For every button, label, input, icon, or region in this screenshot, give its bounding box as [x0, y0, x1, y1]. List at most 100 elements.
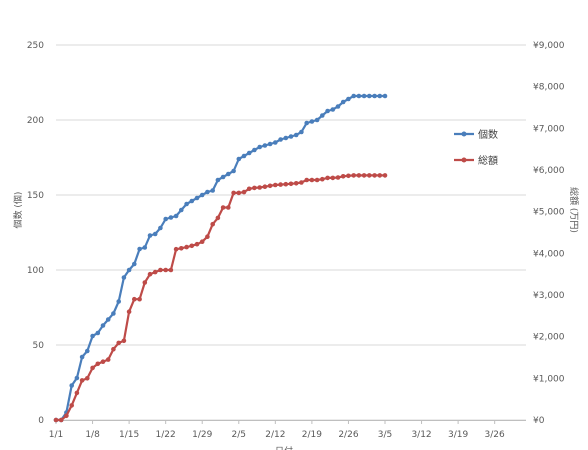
data-point	[325, 175, 330, 181]
data-point	[126, 267, 132, 273]
y-right-tick-label: ¥6,000	[533, 166, 565, 176]
data-point	[252, 147, 257, 153]
data-point	[236, 156, 242, 162]
data-point	[210, 221, 215, 227]
data-point	[168, 215, 174, 220]
data-point	[246, 186, 252, 192]
data-point	[179, 207, 184, 213]
y-right-tick-label: ¥2,000	[533, 333, 565, 343]
data-point	[340, 99, 346, 105]
y-left-tick-label: 200	[27, 116, 44, 126]
data-point	[220, 174, 226, 180]
data-point	[273, 140, 278, 145]
data-point	[105, 317, 111, 322]
x-tick-label: 1/8	[85, 430, 100, 440]
data-point	[184, 244, 189, 250]
data-point	[194, 241, 200, 247]
data-point	[262, 143, 268, 148]
series-line	[56, 174, 385, 422]
data-point	[53, 417, 59, 423]
y-axis-left-ticks: 0 50 100 150 200 250	[27, 41, 44, 426]
data-point	[231, 168, 236, 174]
x-tick-label: 2/26	[338, 430, 358, 440]
x-tick-label: 2/12	[265, 430, 285, 440]
data-point	[241, 153, 247, 159]
data-point	[121, 275, 127, 280]
data-point	[205, 189, 210, 195]
data-point	[309, 177, 315, 183]
data-point	[79, 378, 85, 383]
x-tick-label: 2/5	[232, 430, 246, 440]
data-point	[231, 190, 236, 196]
data-point	[330, 175, 336, 181]
x-tick-label: 3/12	[411, 430, 431, 440]
data-point	[304, 177, 310, 183]
y-left-tick-label: 0	[38, 416, 44, 426]
data-point	[377, 173, 383, 178]
data-point	[283, 181, 289, 187]
data-point	[163, 267, 168, 273]
data-point	[351, 173, 357, 178]
data-point	[372, 93, 377, 99]
y-right-tick-label: ¥7,000	[533, 124, 565, 134]
x-tick-label: 1/29	[192, 430, 212, 440]
data-point	[152, 231, 158, 237]
data-point	[278, 137, 283, 142]
data-point	[142, 280, 148, 285]
data-point	[299, 129, 304, 135]
data-point	[194, 195, 200, 201]
data-point	[299, 180, 304, 185]
data-point	[382, 173, 388, 178]
y-right-tick-label: ¥8,000	[533, 83, 565, 93]
data-point	[377, 93, 383, 99]
data-point	[340, 174, 346, 179]
data-point	[304, 120, 310, 126]
data-point	[137, 246, 142, 252]
series-total	[53, 173, 388, 423]
data-point	[64, 413, 69, 419]
data-point	[69, 383, 74, 388]
data-point	[236, 190, 242, 196]
x-axis-title: 日付	[275, 446, 293, 450]
gridlines	[56, 44, 526, 421]
x-axis-ticks: 1/1 1/8 1/15 1/22 1/29 2/5 2/12 2/19 2/26 3/5 3/12…	[49, 420, 505, 440]
data-point	[163, 216, 168, 222]
y-axis-right-title: 総額 (万円)	[568, 187, 580, 233]
data-point	[132, 261, 137, 267]
y-axis-right-ticks: ¥0 ¥1,000 ¥2,000 ¥3,000 ¥4,000 ¥5,000 ¥6,000 ¥7…	[533, 41, 565, 426]
data-point	[173, 246, 179, 252]
data-point	[199, 239, 205, 244]
y-left-tick-label: 100	[27, 266, 44, 276]
data-point	[69, 403, 74, 408]
data-point	[267, 183, 273, 189]
x-tick-label: 3/19	[448, 430, 468, 440]
data-point	[189, 198, 195, 204]
y-right-tick-label: ¥5,000	[533, 208, 565, 218]
data-point	[361, 173, 367, 178]
data-point	[320, 113, 325, 118]
data-point	[74, 390, 80, 396]
data-point	[226, 205, 231, 210]
data-point	[330, 107, 336, 112]
data-point	[137, 296, 142, 302]
data-point	[335, 175, 341, 180]
data-point	[372, 173, 377, 178]
y-left-tick-label: 50	[33, 341, 45, 351]
data-point	[132, 296, 137, 302]
series-count	[53, 93, 388, 423]
data-point	[105, 357, 111, 362]
data-point	[257, 144, 263, 150]
data-point	[278, 182, 283, 187]
data-point	[147, 271, 153, 277]
data-point	[100, 359, 106, 365]
y-right-tick-label: ¥9,000	[533, 41, 565, 51]
data-point	[121, 338, 127, 344]
data-point	[293, 132, 299, 138]
data-point	[346, 173, 351, 179]
data-point	[173, 213, 179, 219]
data-point	[90, 333, 95, 339]
data-point	[58, 417, 64, 423]
data-point	[252, 185, 257, 191]
data-point	[288, 181, 294, 187]
